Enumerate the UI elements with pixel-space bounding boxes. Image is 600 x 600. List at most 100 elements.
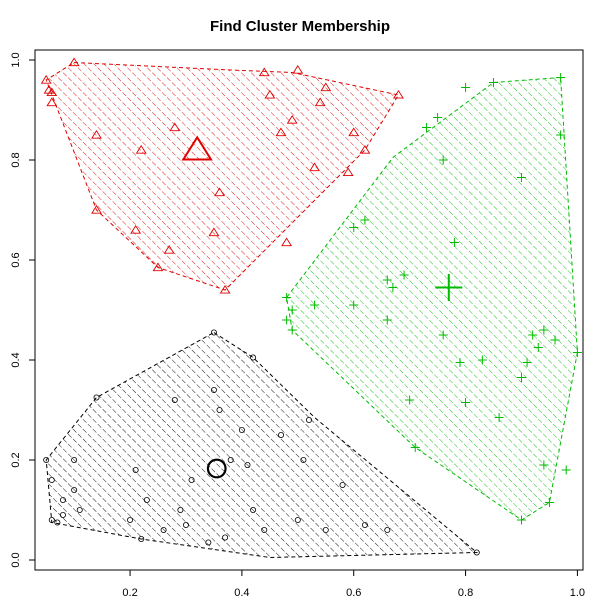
data-point [282,293,292,302]
cluster-hull [45,331,479,559]
data-point [544,498,554,507]
data-point [314,97,326,107]
data-point [310,300,320,310]
data-point [539,460,549,470]
data-point [91,129,102,139]
data-point [382,315,392,325]
data-point [68,57,80,67]
data-point [294,517,301,524]
data-point [135,144,147,154]
data-point [214,187,226,197]
data-point [160,527,167,534]
data-point [384,527,391,534]
x-tick-label: 0.8 [458,587,473,599]
y-tick-label: 0.0 [10,552,22,567]
cluster-hull [286,76,578,521]
data-point [171,396,178,403]
data-point [130,224,142,234]
data-point [219,284,231,294]
cluster-centroid [181,135,213,161]
data-point [550,335,560,345]
cluster-hulls [45,61,578,559]
cluster-centroid [206,458,227,479]
data-point [556,130,566,140]
data-point [522,358,532,367]
data-point [93,394,100,401]
cluster-centroid [435,274,463,301]
data-point [210,329,217,336]
data-point [309,162,321,172]
data-point [438,155,448,165]
data-point [461,83,471,92]
data-point [539,325,549,335]
data-point [48,517,55,524]
data-point [152,262,164,272]
data-point [360,215,370,225]
data-point [205,539,212,546]
x-axis: 0.2 0.4 0.6 0.8 1.0 [122,569,585,599]
data-point [399,270,409,280]
data-point [392,89,404,99]
y-tick-label: 0.2 [10,452,22,467]
data-point [261,527,268,534]
data-point [305,416,312,423]
data-point [208,227,220,237]
data-point [258,67,270,77]
y-axis: 0.0 0.2 0.4 0.6 0.8 1.0 [10,52,36,568]
x-tick-label: 0.2 [122,587,137,599]
data-point [71,456,78,463]
data-point [264,89,276,99]
data-point [533,343,543,352]
data-point [405,395,415,405]
data-point [222,534,229,541]
data-point [410,443,420,452]
data-point [349,223,359,232]
data-point [278,431,285,438]
data-point [286,114,298,124]
cluster-centroids [181,135,463,479]
data-point [250,506,257,513]
data-point [421,123,431,132]
data-point [287,305,297,315]
data-point [342,167,354,177]
data-point [76,506,83,513]
y-tick-label: 1.0 [10,52,22,67]
data-point [516,515,526,525]
x-tick-label: 0.6 [346,587,361,599]
data-point [348,127,360,137]
data-point [46,97,58,107]
data-point [281,237,293,247]
y-tick-label: 0.4 [10,352,22,367]
data-point [282,315,292,325]
data-point [138,536,145,543]
x-tick-label: 0.4 [234,587,249,599]
data-point [322,527,329,534]
data-point [91,204,102,214]
data-point [349,300,359,310]
data-point [216,406,223,413]
data-point [71,486,78,493]
data-point [46,87,58,97]
data-point [227,456,234,463]
data-point [59,496,66,503]
data-point [433,113,443,122]
data-points [40,57,582,556]
data-point [287,325,297,335]
data-point [516,373,526,382]
data-point [561,465,571,475]
data-point [494,413,504,422]
data-point [127,517,134,524]
data-point [43,456,50,463]
chart-title: Find Cluster Membership [209,18,391,35]
y-tick-label: 0.6 [10,252,22,267]
data-point [339,481,346,488]
data-point [275,127,287,137]
data-point [461,398,471,407]
data-point [516,173,526,182]
data-point [250,354,257,361]
data-point [210,386,217,393]
data-point [382,275,392,285]
data-point [238,426,245,433]
data-point [556,73,566,82]
